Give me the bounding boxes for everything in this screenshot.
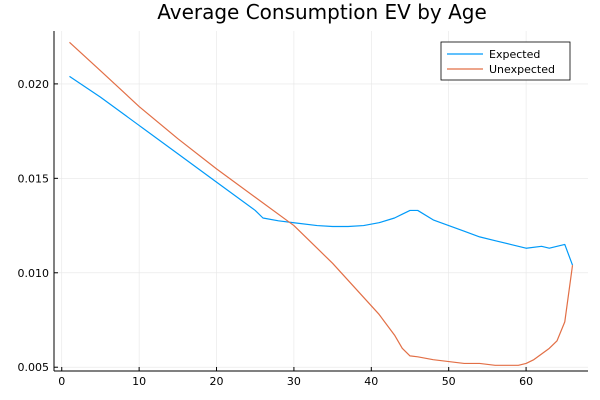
y-tick-label-0: 0.005	[18, 361, 50, 374]
x-tick-label-4: 40	[364, 375, 378, 388]
x-tick-label-0: 0	[58, 375, 65, 388]
chart-title: Average Consumption EV by Age	[157, 0, 487, 24]
y-tick-label-1: 0.010	[18, 267, 50, 280]
axes	[53, 31, 588, 372]
legend-box	[440, 41, 571, 81]
x-tick-label-3: 30	[287, 375, 301, 388]
grid	[54, 31, 588, 371]
y-tick-labels: 0.005 0.010 0.015 0.020	[18, 78, 50, 374]
y-tick-label-2: 0.015	[18, 172, 50, 185]
series-lines	[69, 41, 574, 366]
legend-label-unexpected: Unexpected	[489, 63, 555, 76]
legend: Expected Unexpected	[440, 41, 571, 81]
series-line-unexpected	[69, 41, 574, 366]
series-line-expected	[69, 75, 574, 266]
x-tick-label-2: 20	[210, 375, 224, 388]
x-tick-label-5: 50	[442, 375, 456, 388]
x-tick-label-1: 10	[132, 375, 146, 388]
y-tick-label-3: 0.020	[18, 78, 50, 91]
x-tick-labels: 0 10 20 30 40 50 60	[58, 375, 533, 388]
x-tick-label-6: 60	[519, 375, 533, 388]
legend-label-expected: Expected	[489, 48, 540, 61]
